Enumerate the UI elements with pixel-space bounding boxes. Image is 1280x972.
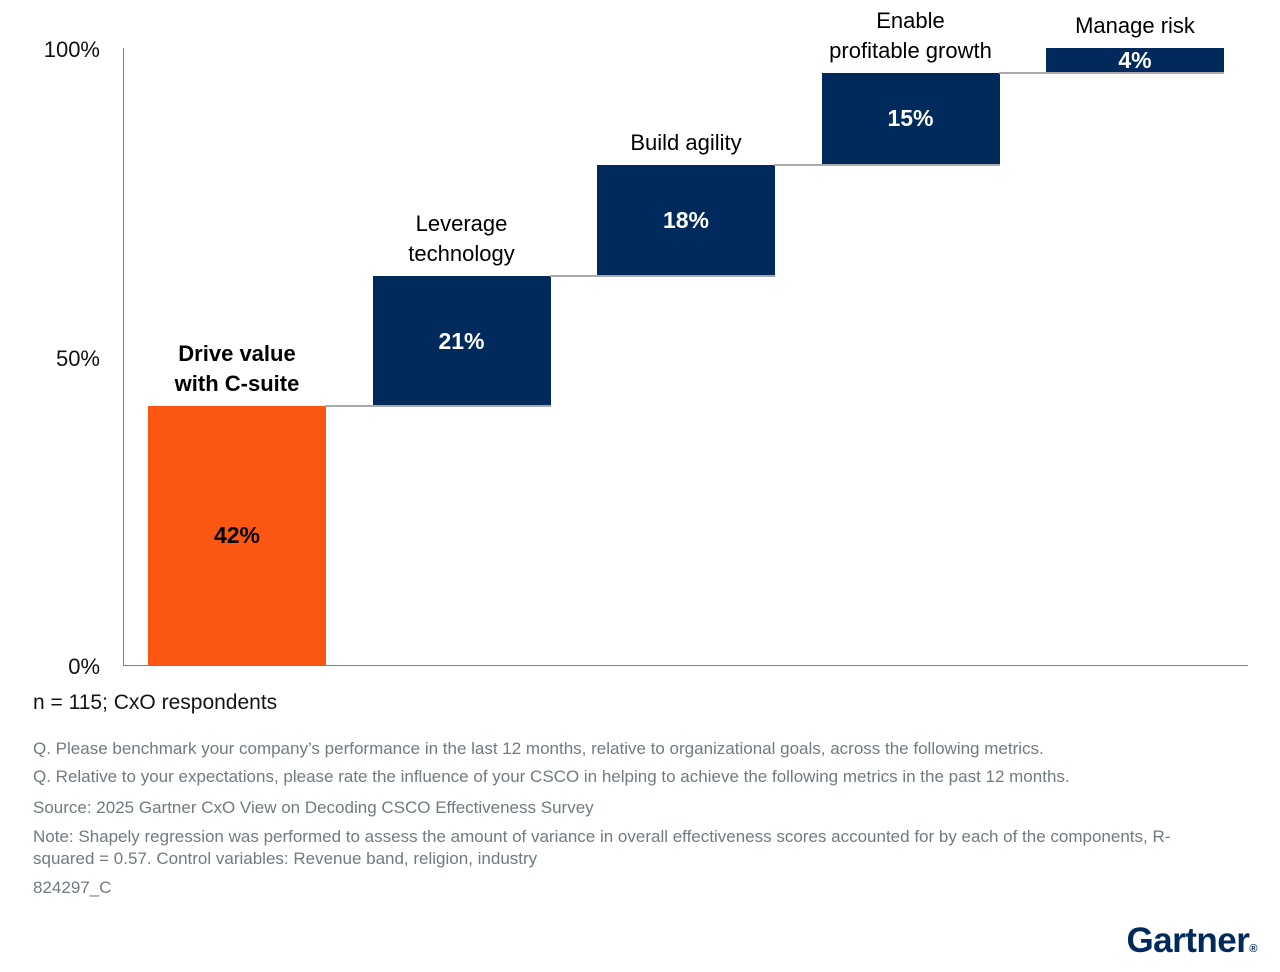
bar-4: 15% <box>821 72 1000 166</box>
bar-value-label: 18% <box>662 207 710 234</box>
bar-category-label: Drive value with C-suite <box>174 340 300 396</box>
connector-line <box>998 71 1224 74</box>
connector-line <box>774 164 1000 167</box>
bar-category-label: Leverage technology <box>408 211 515 267</box>
footnote-question-2: Q. Relative to your expectations, please… <box>33 767 1070 786</box>
footnote-source: Source: 2025 Gartner CxO View on Decodin… <box>33 798 594 817</box>
bar-value-label: 15% <box>887 105 934 132</box>
bar-value-label: 4% <box>1118 46 1152 73</box>
gartner-logo: Gartner® <box>1126 921 1257 961</box>
bar-value-label: 42% <box>213 521 261 548</box>
bar-1: 42% <box>148 405 326 665</box>
footnote-question-1: Q. Please benchmark your company’s perfo… <box>33 739 1044 758</box>
footnote-note: Note: Shapely regression was performed t… <box>33 827 1171 868</box>
bar-category-label: Manage risk <box>1075 13 1195 38</box>
y-tick-label: 50% <box>55 345 100 371</box>
bar-2: 21% <box>372 276 551 406</box>
y-axis-line <box>123 48 124 665</box>
bar-category-label: Enable profitable growth <box>829 7 992 63</box>
bar-category-label: Build agility <box>630 130 742 156</box>
x-axis-line <box>123 665 1248 666</box>
y-tick-label: 0% <box>68 654 100 679</box>
sample-size-note: n = 115; CxO respondents <box>33 691 278 714</box>
y-tick-label: 100% <box>43 37 100 62</box>
gartner-logo-text: Gartner <box>1126 921 1250 960</box>
bar-5: 4% <box>1046 48 1224 73</box>
connector-line <box>549 275 775 278</box>
registered-mark-icon: ® <box>1249 943 1257 955</box>
bar-value-label: 21% <box>438 327 485 354</box>
bar-3: 18% <box>597 165 775 277</box>
document-id: 824297_C <box>33 878 112 897</box>
connector-line <box>325 404 551 407</box>
